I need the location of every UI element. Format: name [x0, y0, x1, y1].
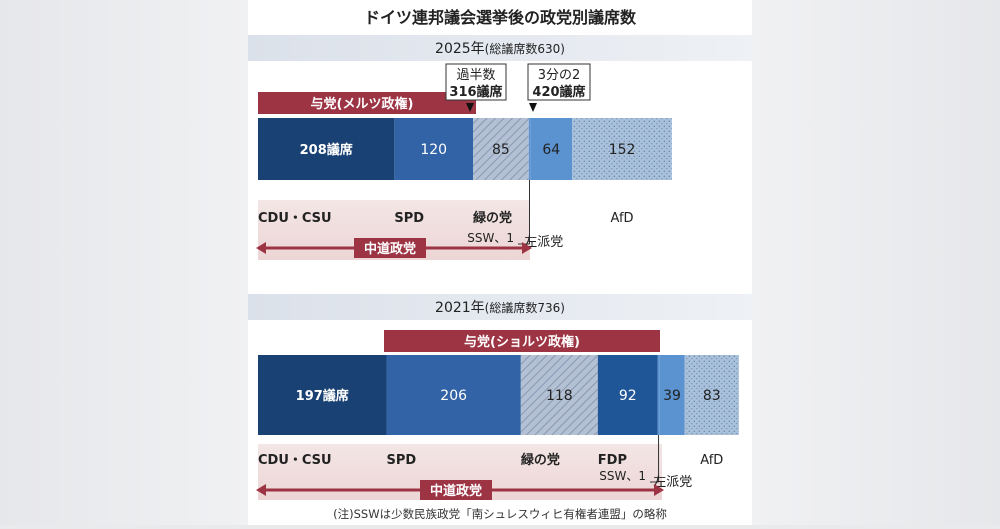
party-label-left-2025: 左派党 — [524, 235, 563, 250]
value-label-left-2021: 39 — [663, 388, 681, 404]
block-2021: 2021年(総議席数736) 与党(ショルツ政権) 197議席 206 118 92 3… — [248, 294, 752, 500]
coalition-bar-2021 — [384, 330, 660, 352]
centrist-label-2025: 中道政党 — [364, 241, 416, 257]
coalition-label-2021: 与党(ショルツ政権) — [464, 334, 580, 350]
majority-box — [445, 63, 507, 101]
centrist-label-2021: 中道政党 — [430, 483, 482, 499]
party-label-afd-2021: AfD — [700, 453, 723, 468]
majority-marker: 過半数 316議席 — [445, 63, 507, 112]
bar-left-2025 — [530, 118, 573, 180]
party-label-spd-2021: SPD — [386, 453, 416, 468]
total-2025: (総議席数630) — [485, 41, 565, 56]
header-band-2021 — [248, 294, 752, 320]
majority-arrow — [466, 103, 474, 112]
year-label-2021: 2021年(総議席数736) — [435, 300, 565, 316]
bar-fdp-2021 — [597, 355, 658, 435]
bar-spd-2021 — [386, 355, 521, 435]
value-label-greens-2025: 85 — [492, 142, 510, 158]
bar-ssw-2025 — [528, 118, 531, 180]
party-label-greens-2025: 緑の党 — [473, 210, 512, 226]
centrist-arrow-right-2021 — [654, 484, 664, 496]
year-2021: 2021年 — [435, 300, 485, 316]
bars-2025: 208議席 120 85 64 152 — [258, 118, 672, 180]
centrist-label-box-2025 — [354, 238, 426, 258]
two-thirds-line1: 3分の2 — [538, 68, 581, 83]
value-label-afd-2025: 152 — [609, 142, 636, 158]
bar-left-2021 — [659, 355, 685, 435]
party-label-left-2021: 左派党 — [653, 475, 692, 490]
bar-greens-2025 — [473, 118, 529, 180]
value-label-afd-2021: 83 — [703, 388, 721, 404]
value-label-fdp-2021: 92 — [619, 388, 637, 404]
majority-line1: 過半数 — [456, 68, 495, 83]
value-label-cdu-csu-2025: 208議席 — [300, 142, 353, 158]
two-thirds-arrow — [529, 103, 537, 112]
two-thirds-box — [527, 63, 591, 101]
header-band-2025 — [248, 35, 752, 61]
centrist-label-box-2021 — [420, 480, 492, 500]
year-2025: 2025年 — [435, 41, 485, 57]
footnote: (注)SSWは少数民族政党「南シュレスウィヒ有権者連盟」の略称 — [333, 507, 667, 521]
bar-ssw-2021 — [657, 355, 660, 435]
coalition-label-2025: 与党(メルツ政権) — [311, 96, 414, 112]
centrist-arrow-left-2025 — [256, 242, 266, 254]
coalition-bar-2025 — [258, 92, 476, 114]
chart-title: ドイツ連邦議会選挙後の政党別議席数 — [364, 8, 637, 27]
party-labels-2025: CDU・CSU SPD 緑の党 SSW、1 左派党 AfD — [258, 180, 634, 250]
bar-afd-2021 — [684, 355, 739, 435]
bar-afd-2025 — [572, 118, 672, 180]
two-thirds-marker: 3分の2 420議席 — [527, 63, 591, 112]
majority-line2: 316議席 — [449, 84, 502, 100]
bar-greens-2021 — [520, 355, 598, 435]
centrist-arrow-2025: 中道政党 — [256, 238, 532, 258]
bar-cdu-csu-2021 — [258, 355, 387, 435]
bars-2021: 197議席 206 118 92 39 83 — [258, 355, 739, 435]
infographic-panel: ドイツ連邦議会選挙後の政党別議席数 2025年(総議席数630) 与党(メルツ政… — [248, 0, 752, 525]
value-label-cdu-csu-2021: 197議席 — [296, 388, 349, 404]
bar-spd-2025 — [394, 118, 474, 180]
value-label-left-2025: 64 — [542, 142, 560, 158]
background-right — [752, 0, 1000, 525]
bar-cdu-csu-2025 — [258, 118, 395, 180]
seat-chart: ドイツ連邦議会選挙後の政党別議席数 2025年(総議席数630) 与党(メルツ政… — [248, 8, 752, 521]
party-label-greens-2021: 緑の党 — [521, 452, 560, 468]
two-thirds-line2: 420議席 — [532, 84, 585, 100]
centrist-arrow-left-2021 — [256, 484, 266, 496]
ssw-label-2025: SSW、1 — [467, 231, 514, 245]
background-left — [0, 0, 248, 525]
centrist-arrow-2021: 中道政党 — [256, 480, 664, 500]
total-2021: (総議席数736) — [485, 300, 565, 315]
ssw-label-2021: SSW、1 — [599, 469, 646, 483]
year-label-2025: 2025年(総議席数630) — [435, 41, 565, 57]
value-label-spd-2021: 206 — [440, 388, 467, 404]
value-label-greens-2021: 118 — [546, 388, 573, 404]
party-label-afd-2025: AfD — [611, 211, 634, 226]
party-label-cdu-csu-2025: CDU・CSU — [258, 211, 332, 226]
party-label-fdp-2021: FDP — [598, 453, 627, 468]
value-label-spd-2025: 120 — [420, 142, 447, 158]
party-label-cdu-csu-2021: CDU・CSU — [258, 453, 332, 468]
block-2025: 2025年(総議席数630) 与党(メルツ政権) 過半数 316議席 3分の2 … — [248, 35, 752, 260]
centrist-arrow-right-2025 — [522, 242, 532, 254]
party-label-spd-2025: SPD — [394, 211, 424, 226]
